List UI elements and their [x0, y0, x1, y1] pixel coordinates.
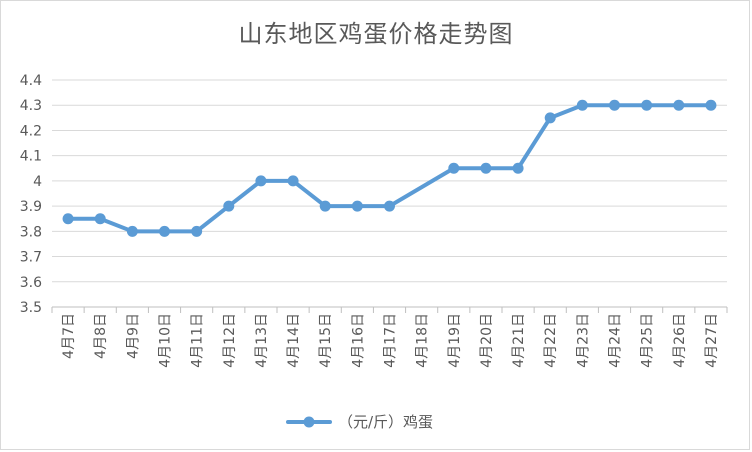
y-tick-label: 3.7	[20, 250, 42, 266]
y-tick-label: 4.4	[20, 73, 42, 89]
y-tick-label: 3.5	[20, 300, 42, 316]
x-tick-label: 4月22日	[543, 313, 559, 368]
x-tick-label: 4月9日	[125, 313, 141, 359]
data-point	[255, 175, 267, 187]
series-layer	[62, 99, 717, 237]
x-tick-label: 4月14日	[286, 313, 302, 368]
data-point	[319, 200, 331, 212]
data-point	[223, 200, 235, 212]
y-tick-label: 3.6	[20, 275, 42, 291]
legend: （元/斤）鸡蛋	[286, 413, 433, 431]
x-tick-label: 4月13日	[254, 313, 270, 368]
data-point	[384, 200, 395, 212]
data-point	[94, 213, 106, 225]
series-line	[66, 103, 713, 234]
data-point	[351, 200, 363, 212]
x-tick-label: 4月21日	[511, 313, 527, 368]
y-tick-label: 4	[33, 174, 42, 190]
x-tick-label: 4月20日	[479, 313, 495, 368]
data-point	[287, 175, 299, 187]
x-tick-label: 4月26日	[672, 313, 688, 368]
data-point	[609, 99, 620, 111]
data-point	[159, 225, 170, 237]
data-point	[673, 99, 685, 111]
x-tick-label: 4月18日	[415, 313, 431, 368]
data-point	[480, 162, 492, 174]
x-tick-label: 4月11日	[190, 313, 206, 368]
x-tick-label: 4月15日	[318, 313, 334, 368]
x-tick-label: 4月7日	[61, 313, 77, 359]
x-tick-label: 4月27日	[704, 313, 720, 368]
y-axis-ticks: 3.5 3.6 3.7 3.8 3.9 4 4.1 4.2 4.3 4.4	[20, 73, 42, 316]
legend-marker	[303, 416, 315, 428]
x-tick-label: 4月19日	[447, 313, 463, 368]
data-point	[641, 99, 653, 111]
x-tick-label: 4月17日	[383, 313, 399, 368]
legend-label: （元/斤）鸡蛋	[338, 413, 433, 431]
x-tick-label: 4月25日	[640, 313, 656, 368]
x-tick-label: 4月24日	[608, 313, 624, 368]
data-point	[576, 99, 588, 111]
data-point	[191, 225, 203, 237]
data-point	[544, 112, 556, 124]
y-tick-label: 3.9	[20, 199, 42, 215]
x-tick-label: 4月23日	[575, 313, 591, 368]
x-tick-label: 4月10日	[158, 313, 174, 368]
data-point	[705, 99, 717, 111]
y-tick-label: 4.3	[20, 98, 42, 114]
x-axis-ticks: 4月7日 4月8日 4月9日 4月10日 4月11日 4月12日 4月13日 4月14日 4月1…	[51, 307, 728, 368]
y-tick-label: 3.8	[20, 224, 42, 240]
data-point	[62, 213, 74, 225]
data-point	[448, 162, 460, 174]
data-point	[126, 225, 138, 237]
x-tick-label: 4月16日	[350, 313, 366, 368]
y-tick-label: 4.1	[20, 149, 42, 165]
x-tick-label: 4月12日	[222, 313, 238, 368]
y-tick-label: 4.2	[20, 123, 42, 139]
data-point	[512, 162, 524, 174]
gridlines	[52, 79, 727, 308]
x-tick-label: 4月8日	[93, 313, 109, 359]
chart-title: 山东地区鸡蛋价格走势图	[238, 20, 514, 48]
